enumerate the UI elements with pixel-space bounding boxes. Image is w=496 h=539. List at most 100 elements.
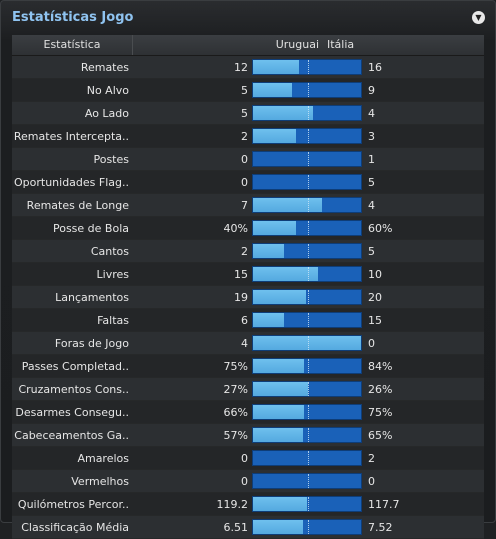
team2-value: 117.7 bbox=[368, 497, 400, 511]
team1-bar-fill bbox=[253, 313, 284, 327]
team2-value: 4 bbox=[368, 198, 375, 212]
table-row: Livres 15 10 bbox=[12, 263, 484, 286]
team2-value: 1 bbox=[368, 152, 375, 166]
team2-value: 16 bbox=[368, 60, 382, 74]
team1-value: 27% bbox=[223, 382, 248, 396]
team1-value: 2 bbox=[241, 244, 248, 258]
team1-bar-fill bbox=[253, 359, 304, 373]
team2-value: 10 bbox=[368, 267, 382, 281]
table-row: No Alvo 5 9 bbox=[12, 79, 484, 102]
comparison-bar bbox=[252, 174, 362, 190]
bar-midline bbox=[308, 267, 309, 281]
bar-midline bbox=[308, 474, 309, 488]
team1-bar-fill bbox=[253, 198, 322, 212]
team2-value: 20 bbox=[368, 290, 382, 304]
team2-value: 84% bbox=[368, 359, 393, 373]
team2-value: 2 bbox=[368, 451, 375, 465]
bar-midline bbox=[308, 336, 309, 350]
column-header-team1: Uruguai bbox=[275, 38, 319, 51]
stat-label: Remates bbox=[80, 60, 129, 74]
comparison-bar bbox=[252, 358, 362, 374]
bar-midline bbox=[308, 451, 309, 465]
bar-midline bbox=[308, 382, 309, 396]
stat-label: Quilómetros Percor.. bbox=[17, 497, 129, 511]
team1-bar-fill bbox=[253, 382, 308, 396]
stat-label: Postes bbox=[93, 152, 129, 166]
table-row: Lançamentos 19 20 bbox=[12, 286, 484, 309]
stat-label: Foras de Jogo bbox=[54, 336, 129, 350]
comparison-bar bbox=[252, 243, 362, 259]
stat-label: Remates Intercepta.. bbox=[13, 129, 129, 143]
team2-value: 65% bbox=[368, 428, 393, 442]
team1-value: 119.2 bbox=[216, 497, 249, 511]
stat-label: Faltas bbox=[97, 313, 129, 327]
team2-value: 15 bbox=[368, 313, 382, 327]
team1-value: 7 bbox=[241, 198, 248, 212]
table-row: Oportunidades Flag.. 0 5 bbox=[12, 171, 484, 194]
bar-midline bbox=[308, 152, 309, 166]
team1-bar-fill bbox=[253, 290, 306, 304]
stat-label: Classificação Média bbox=[21, 520, 129, 534]
comparison-bar bbox=[252, 128, 362, 144]
comparison-bar bbox=[252, 450, 362, 466]
bar-midline bbox=[308, 359, 309, 373]
comparison-bar bbox=[252, 496, 362, 512]
team1-value: 2 bbox=[241, 129, 248, 143]
comparison-bar bbox=[252, 59, 362, 75]
stat-label: Desarmes Consegu.. bbox=[15, 405, 129, 419]
team1-bar-fill bbox=[253, 336, 361, 350]
stat-label: Lançamentos bbox=[55, 290, 129, 304]
team2-value: 75% bbox=[368, 405, 393, 419]
stat-label: Livres bbox=[96, 267, 129, 281]
team1-bar-fill bbox=[253, 106, 314, 120]
team1-value: 6 bbox=[241, 313, 248, 327]
comparison-bar bbox=[252, 197, 362, 213]
team1-value: 4 bbox=[241, 336, 248, 350]
bar-midline bbox=[308, 520, 309, 534]
bar-midline bbox=[308, 83, 309, 97]
table-row: Remates de Longe 7 4 bbox=[12, 194, 484, 217]
team2-value: 5 bbox=[368, 244, 375, 258]
stat-label: Passes Completad.. bbox=[21, 359, 129, 373]
stat-label: Oportunidades Flag.. bbox=[13, 175, 129, 189]
team1-value: 40% bbox=[223, 221, 248, 235]
table-header: Estatística Uruguai Itália bbox=[12, 35, 484, 56]
team1-value: 15 bbox=[234, 267, 248, 281]
team1-value: 5 bbox=[241, 106, 248, 120]
panel-title: Estatísticas Jogo bbox=[12, 10, 134, 25]
team1-value: 12 bbox=[234, 60, 248, 74]
stat-label: Amarelos bbox=[77, 451, 129, 465]
comparison-bar bbox=[252, 289, 362, 305]
team1-value: 66% bbox=[223, 405, 248, 419]
team1-value: 0 bbox=[241, 451, 248, 465]
table-body: Remates 12 16 No Alvo 5 9 Ao Lado 5 4 Remates Int… bbox=[12, 56, 484, 539]
team1-bar-fill bbox=[253, 221, 297, 235]
team1-bar-fill bbox=[253, 244, 284, 258]
table-row: Amarelos 0 2 bbox=[12, 447, 484, 470]
team2-value: 4 bbox=[368, 106, 375, 120]
team1-bar-fill bbox=[253, 497, 308, 511]
team1-bar-fill bbox=[253, 83, 292, 97]
bar-midline bbox=[308, 106, 309, 120]
bar-midline bbox=[308, 198, 309, 212]
bar-midline bbox=[308, 221, 309, 235]
team1-value: 6.51 bbox=[223, 520, 249, 534]
table-row: Passes Completad.. 75% 84% bbox=[12, 355, 484, 378]
table-row: Ao Lado 5 4 bbox=[12, 102, 484, 125]
chevron-down-icon[interactable]: ▼ bbox=[472, 11, 485, 24]
team1-bar-fill bbox=[253, 267, 318, 281]
team2-value: 3 bbox=[368, 129, 375, 143]
table-row: Faltas 6 15 bbox=[12, 309, 484, 332]
table-row: Remates Intercepta.. 2 3 bbox=[12, 125, 484, 148]
comparison-bar bbox=[252, 82, 362, 98]
column-header-stat[interactable]: Estatística bbox=[12, 35, 133, 55]
table-row: Cabeceamentos Ga.. 57% 65% bbox=[12, 424, 484, 447]
team2-value: 5 bbox=[368, 175, 375, 189]
bar-midline bbox=[308, 129, 309, 143]
team1-value: 75% bbox=[223, 359, 248, 373]
team1-bar-fill bbox=[253, 129, 297, 143]
bar-midline bbox=[308, 497, 309, 511]
comparison-bar bbox=[252, 473, 362, 489]
stat-label: Remates de Longe bbox=[26, 198, 129, 212]
comparison-bar bbox=[252, 312, 362, 328]
